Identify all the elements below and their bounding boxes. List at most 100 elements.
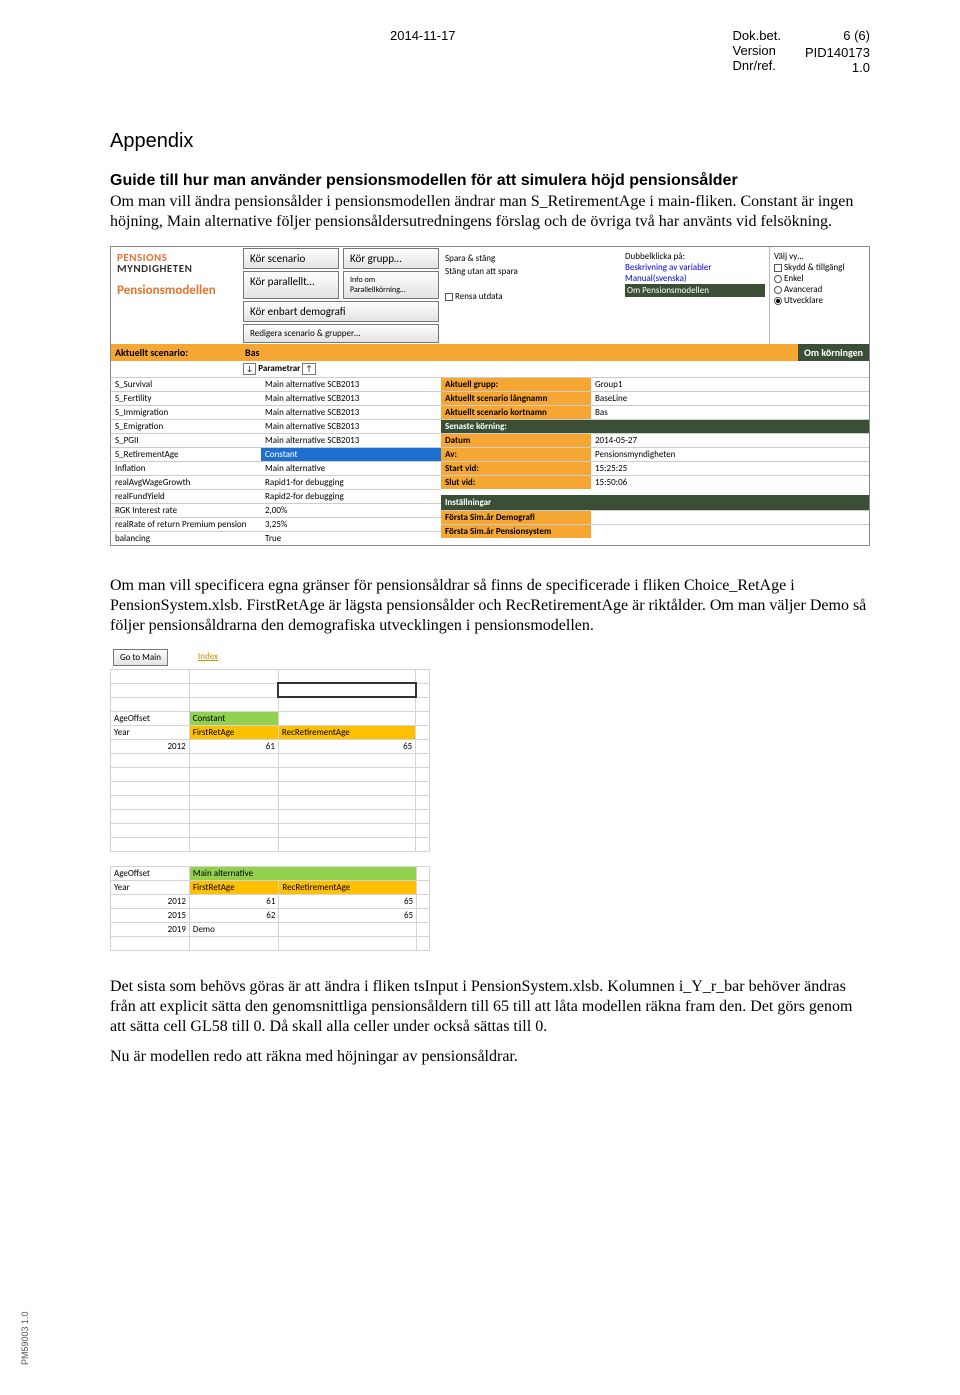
param-value: Main alternative SCB2013 xyxy=(261,406,441,419)
datum-val: 2014-05-27 xyxy=(591,434,869,447)
aktuell-grupp-val: Group1 xyxy=(591,378,869,391)
param-value: Rapid2-for debugging xyxy=(261,490,441,503)
row-r xyxy=(279,922,417,936)
goto-main-button[interactable]: Go to Main xyxy=(113,649,168,666)
kor-demo-button[interactable]: Kör enbart demografi xyxy=(243,301,439,322)
paragraph-2: Om man vill specificera egna gränser för… xyxy=(110,576,870,636)
start-key: Start vid: xyxy=(441,462,591,475)
row-f: 61 xyxy=(189,894,278,908)
langnamn-val: BaseLine xyxy=(591,392,869,405)
year-val: 2012 xyxy=(111,739,190,753)
start-val: 15:25:25 xyxy=(591,462,869,475)
langnamn-key: Aktuellt scenario långnamn xyxy=(441,392,591,405)
beskrivning-link[interactable]: Beskrivning av variabler xyxy=(625,262,765,273)
param-value: 2,00% xyxy=(261,504,441,517)
param-row: balancingTrue xyxy=(111,531,441,545)
row-year: 2012 xyxy=(111,894,190,908)
slut-val: 15:50:06 xyxy=(591,476,869,489)
ageoffset-label-2: AgeOffset xyxy=(111,866,190,880)
param-value: Main alternative SCB2013 xyxy=(261,434,441,447)
om-modellen-link[interactable]: Om Pensionsmodellen xyxy=(625,284,765,297)
screenshot-constant-grid: Go to Main Index AgeOffsetConstant YearF… xyxy=(110,646,430,852)
spara-stang-link[interactable]: Spara & stäng xyxy=(445,253,617,264)
param-row: RGK Interest rate2,00% xyxy=(111,503,441,517)
footer-doc-id: PM59003 1.0 xyxy=(20,1311,30,1365)
param-key: realRate of return Premium pension xyxy=(111,518,261,531)
param-key: S_RetirementAge xyxy=(111,448,261,461)
param-key: S_Survival xyxy=(111,378,261,391)
param-key: balancing xyxy=(111,532,261,545)
param-key: S_Immigration xyxy=(111,406,261,419)
index-link[interactable]: Index xyxy=(198,649,218,666)
param-row: S_RetirementAgeConstant xyxy=(111,447,441,461)
logo-line3: Pensionsmodellen xyxy=(117,283,235,298)
paragraph-1: Om man vill ändra pensionsålder i pensio… xyxy=(110,192,870,232)
paragraph-4: Nu är modellen redo att räkna med höjnin… xyxy=(110,1047,870,1067)
manual-link[interactable]: Manual(svenska) xyxy=(625,273,765,284)
arrow-up-icon[interactable]: ↑ xyxy=(302,363,315,375)
param-key: realAvgWageGrowth xyxy=(111,476,261,489)
param-row: S_EmigrationMain alternative SCB2013 xyxy=(111,419,441,433)
mainalt-cell: Main alternative xyxy=(189,866,416,880)
slut-key: Slut vid: xyxy=(441,476,591,489)
recret-label-2: RecRetirementAge xyxy=(279,880,417,894)
header-date: 2014-11-17 xyxy=(390,28,456,75)
row-year: 2015 xyxy=(111,908,190,922)
parametrar-label: Parametrar xyxy=(258,363,300,374)
param-value: Main alternative SCB2013 xyxy=(261,420,441,433)
redigera-button[interactable]: Redigera scenario & grupper… xyxy=(243,324,439,343)
firstret-label: FirstRetAge xyxy=(189,725,278,739)
scenario-value: Bas xyxy=(241,344,441,361)
param-row: S_PGIIMain alternative SCB2013 xyxy=(111,433,441,447)
param-value: Main alternative xyxy=(261,462,441,475)
recret-label: RecRetirementAge xyxy=(278,725,415,739)
param-row: S_SurvivalMain alternative SCB2013 xyxy=(111,377,441,391)
forsta-demo-key: Första Sim.år Demografi xyxy=(441,511,591,524)
kor-scenario-button[interactable]: Kör scenario xyxy=(243,248,339,269)
dokbet-value: PID140173 xyxy=(805,45,870,60)
firstret-val: 61 xyxy=(189,739,278,753)
constant-cell: Constant xyxy=(189,711,278,725)
rensa-label: Rensa utdata xyxy=(455,291,503,302)
arrow-down-icon[interactable]: ↓ xyxy=(243,363,256,375)
param-value: Rapid1-for debugging xyxy=(261,476,441,489)
dnrref-label: Dnr/ref. xyxy=(733,58,781,73)
year-label: Year xyxy=(111,725,190,739)
rensa-checkbox[interactable] xyxy=(445,293,453,301)
param-value: True xyxy=(261,532,441,545)
utvecklare-radio[interactable] xyxy=(774,297,782,305)
page-num: 6 (6) xyxy=(805,28,870,43)
skydd-label: Skydd & tillgängl xyxy=(784,262,844,273)
om-korningen-label: Om körningen xyxy=(798,344,869,361)
paragraph-3: Det sista som behövs göras är att ändra … xyxy=(110,977,870,1037)
skydd-checkbox[interactable] xyxy=(774,264,782,272)
kor-parallellt-button[interactable]: Kör parallellt… xyxy=(243,271,339,299)
kortnamn-val: Bas xyxy=(591,406,869,419)
info-button[interactable]: Info om Parallellkörning… xyxy=(343,271,439,299)
year-label-2: Year xyxy=(111,880,190,894)
avancerad-label: Avancerad xyxy=(784,284,822,295)
senaste-label: Senaste körning: xyxy=(441,420,869,433)
screenshot-mainalt-grid: AgeOffsetMain alternative YearFirstRetAg… xyxy=(110,866,430,951)
av-val: Pensionsmyndigheten xyxy=(591,448,869,461)
subheading: Guide till hur man använder pensionsmode… xyxy=(110,171,870,192)
valj-vy-label: Välj vy… xyxy=(774,251,865,262)
param-key: S_Fertility xyxy=(111,392,261,405)
param-row: realAvgWageGrowthRapid1-for debugging xyxy=(111,475,441,489)
version-label: Version xyxy=(733,43,781,58)
stang-utan-link[interactable]: Stäng utan att spara xyxy=(445,266,617,277)
param-row: S_ImmigrationMain alternative SCB2013 xyxy=(111,405,441,419)
param-key: RGK Interest rate xyxy=(111,504,261,517)
param-key: realFundYield xyxy=(111,490,261,503)
param-key: S_Emigration xyxy=(111,420,261,433)
row-r: 65 xyxy=(279,894,417,908)
kor-grupp-button[interactable]: Kör grupp… xyxy=(343,248,439,269)
appendix-heading: Appendix xyxy=(110,130,870,153)
aktuell-grupp-key: Aktuell grupp: xyxy=(441,378,591,391)
firstret-label-2: FirstRetAge xyxy=(189,880,278,894)
param-value: Main alternative SCB2013 xyxy=(261,392,441,405)
enkel-radio[interactable] xyxy=(774,275,782,283)
row-year: 2019 xyxy=(111,922,190,936)
avancerad-radio[interactable] xyxy=(774,286,782,294)
datum-key: Datum xyxy=(441,434,591,447)
